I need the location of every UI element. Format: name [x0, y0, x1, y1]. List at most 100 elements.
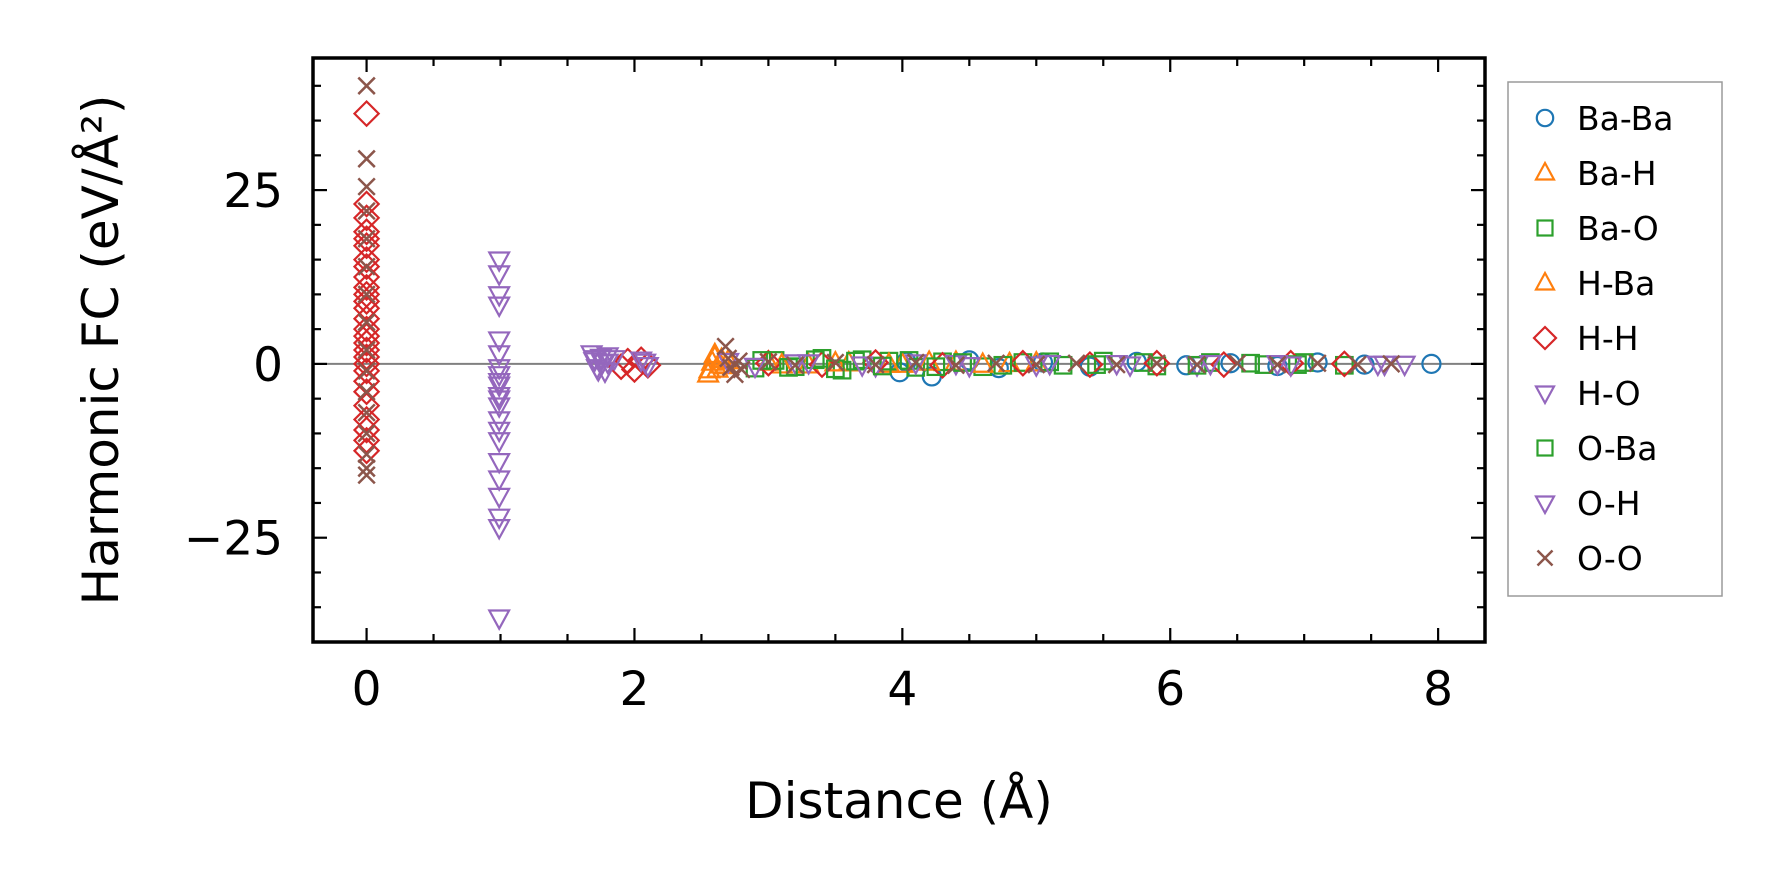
x-tick-label: 8: [1423, 662, 1453, 717]
point-h-h: [352, 273, 381, 302]
point-o-h: [595, 347, 620, 369]
legend-item-ba-ba: Ba-Ba: [1535, 99, 1673, 138]
point-h-h: [352, 225, 381, 253]
series-o-o: [357, 76, 1401, 485]
point-h-ba: [697, 356, 722, 379]
point-h-o: [487, 421, 511, 444]
point-h-o: [487, 452, 511, 475]
point-h-h: [352, 426, 381, 455]
point-h-o: [487, 366, 511, 388]
plot-frame: [311, 56, 1487, 644]
point-o-o: [357, 229, 376, 248]
point-h-h: [352, 218, 381, 246]
legend-marker-ba-ba: [1535, 108, 1555, 128]
point-o-o: [357, 201, 376, 221]
legend-label-o-h: O-H: [1577, 484, 1641, 523]
y-tick-label: 25: [223, 164, 283, 219]
point-o-ba: [805, 350, 825, 370]
legend-item-o-h: O-H: [1534, 484, 1641, 523]
legend-marker-h-o: [1534, 385, 1556, 406]
point-o-h: [743, 357, 767, 380]
point-h-o: [487, 386, 511, 409]
point-o-ba: [926, 357, 946, 377]
legend-marker-o-h: [1534, 495, 1556, 516]
point-o-h: [1279, 356, 1303, 378]
point-o-o: [732, 360, 751, 379]
point-h-h: [1143, 349, 1171, 377]
point-o-h: [1037, 354, 1062, 377]
point-h-ba: [770, 351, 794, 374]
point-o-o: [946, 356, 966, 375]
legend-item-h-h: H-H: [1532, 319, 1639, 358]
point-o-o: [357, 403, 376, 422]
legend-item-o-o: O-O: [1536, 539, 1643, 578]
point-h-o: [589, 348, 613, 371]
point-h-h: [1210, 350, 1238, 379]
x-axis-label: Distance (Å): [745, 772, 1053, 830]
point-o-ba: [1134, 353, 1153, 372]
legend-item-h-ba: H-Ba: [1534, 264, 1655, 303]
point-h-o: [1104, 354, 1129, 377]
legend-marker-o-ba: [1536, 439, 1554, 457]
legend-item-o-ba: O-Ba: [1536, 429, 1658, 468]
point-o-h: [850, 356, 874, 378]
point-h-o: [487, 376, 511, 399]
legend-marker-o-o: [1536, 549, 1554, 567]
point-o-o: [357, 285, 376, 304]
legend-label-ba-h: Ba-H: [1577, 154, 1657, 193]
point-o-o: [1268, 355, 1287, 374]
legend-marker-ba-o: [1536, 219, 1554, 237]
point-h-o: [487, 609, 511, 631]
legend-label-h-ba: H-Ba: [1577, 264, 1655, 303]
point-h-h: [352, 99, 381, 128]
point-o-h: [582, 350, 607, 372]
point-h-h: [352, 204, 381, 232]
x-tick-label: 6: [1155, 662, 1185, 717]
point-h-h: [1076, 350, 1104, 379]
point-o-o: [357, 424, 376, 443]
y-axis-label: Harmonic FC (eV/Å²): [72, 95, 130, 606]
point-ba-ba: [1220, 353, 1241, 374]
point-o-o: [786, 356, 805, 375]
point-o-o: [986, 354, 1006, 373]
point-h-h: [352, 190, 381, 218]
point-ba-o: [1335, 355, 1354, 375]
legend-item-h-o: H-O: [1534, 374, 1641, 413]
point-h-o: [487, 397, 511, 419]
point-h-o: [487, 432, 511, 454]
point-h-o: [487, 470, 511, 492]
point-h-o: [487, 286, 511, 308]
point-o-o: [357, 76, 376, 95]
point-o-o: [1308, 354, 1327, 373]
point-o-ba: [846, 351, 865, 371]
legend-marker-h-ba: [1534, 270, 1556, 291]
point-h-o: [487, 345, 511, 367]
point-h-o: [487, 373, 511, 395]
point-o-h: [1198, 354, 1223, 377]
point-ba-ba: [1307, 352, 1328, 373]
point-h-o: [1265, 354, 1290, 377]
point-h-h: [352, 294, 381, 322]
point-h-h: [352, 322, 381, 350]
point-h-h: [352, 357, 381, 385]
point-o-o: [1382, 354, 1401, 374]
point-o-h: [903, 354, 928, 376]
series-h-o: [487, 251, 1417, 631]
point-o-o: [357, 361, 376, 380]
point-h-o: [487, 390, 511, 412]
point-o-o: [1147, 354, 1166, 373]
point-o-o: [357, 313, 376, 332]
point-o-h: [1118, 356, 1142, 378]
point-h-o: [487, 265, 511, 287]
point-h-o: [487, 411, 511, 433]
legend-label-o-o: O-O: [1577, 539, 1643, 578]
point-ba-o: [1201, 353, 1220, 372]
point-h-o: [487, 331, 511, 353]
point-h-h: [352, 245, 381, 274]
point-o-h: [796, 354, 821, 376]
legend-label-ba-ba: Ba-Ba: [1577, 99, 1673, 138]
point-o-o: [1067, 354, 1086, 373]
point-o-o: [357, 340, 376, 360]
